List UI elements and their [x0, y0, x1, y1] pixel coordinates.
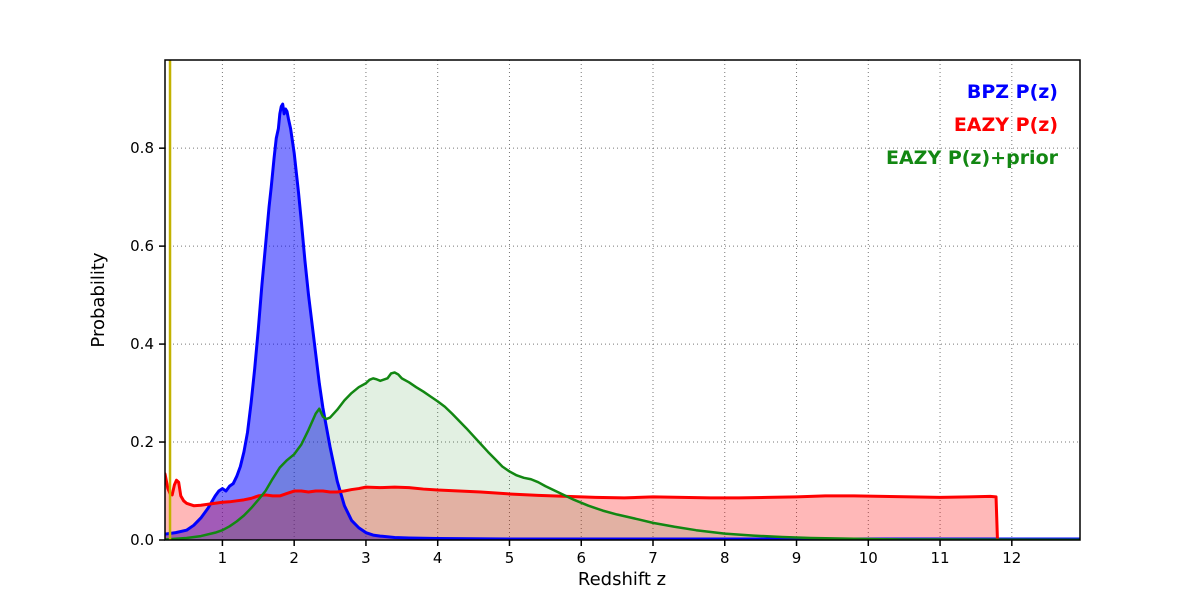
- series-lines: [165, 102, 1080, 540]
- y-tick-label: 0.2: [130, 433, 154, 451]
- x-tick-label: 1: [218, 549, 228, 567]
- x-tick-label: 6: [576, 549, 586, 567]
- x-tick-label: 12: [1002, 549, 1021, 567]
- legend-item-1: EAZY P(z): [954, 114, 1058, 136]
- x-tick-label: 8: [720, 549, 730, 567]
- y-tick-label: 0.0: [130, 531, 154, 549]
- tick-labels: 1 2 3 4 5 6 7 8 9 10 11 120.00.20.40.60.8: [130, 139, 1021, 567]
- x-axis-label: Redshift z: [578, 569, 666, 590]
- series-fill-1: [165, 473, 998, 540]
- axes-frame: [159, 59, 1081, 546]
- x-tick-label: 7: [648, 549, 658, 567]
- series-line-2: [165, 371, 1080, 540]
- series-line-0: [165, 102, 1080, 540]
- y-tick-label: 0.6: [130, 237, 154, 255]
- y-axis-label: Probability: [88, 252, 109, 347]
- series-line-1: [165, 472, 999, 540]
- x-tick-label: 3: [361, 549, 371, 567]
- y-tick-label: 0.4: [130, 335, 154, 353]
- x-tick-label: 5: [505, 549, 515, 567]
- x-tick-label: 4: [433, 549, 443, 567]
- x-tick-label: 9: [792, 549, 802, 567]
- legend: BPZ P(z) EAZY P(z) EAZY P(z)+prior: [886, 81, 1059, 169]
- plot-frame: [164, 59, 1081, 541]
- x-tick-label: 11: [931, 549, 950, 567]
- x-tick-label: 10: [859, 549, 878, 567]
- x-tick-label: 2: [289, 549, 299, 567]
- series-fills: [165, 104, 1080, 540]
- legend-item-2: EAZY P(z)+prior: [886, 147, 1059, 169]
- y-tick-label: 0.8: [130, 139, 154, 157]
- series-fill-2: [165, 372, 1080, 540]
- legend-item-0: BPZ P(z): [967, 81, 1058, 103]
